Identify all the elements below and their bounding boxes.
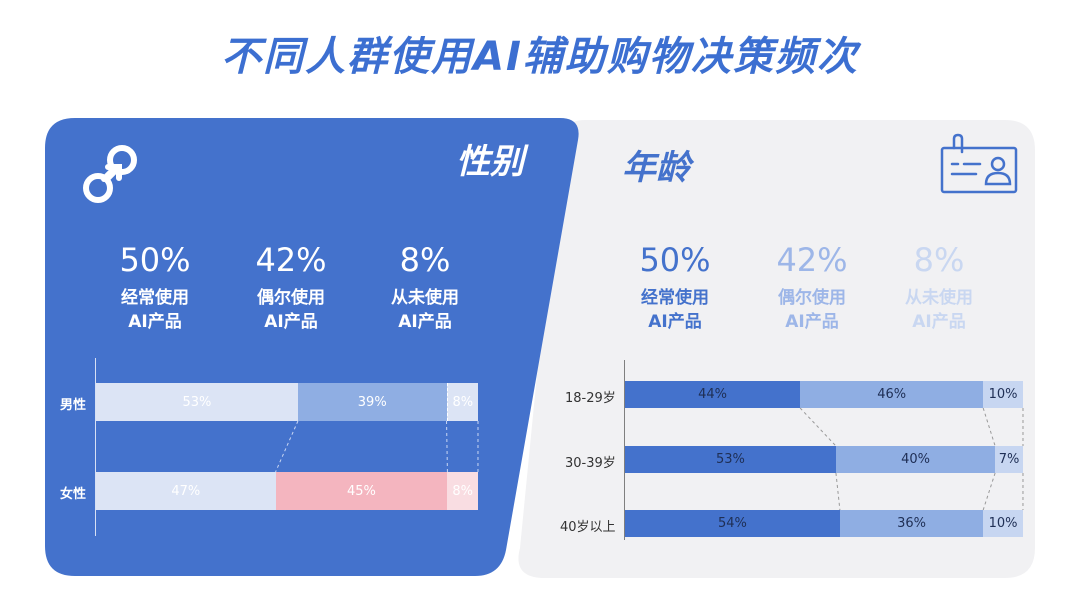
gender-stat-never: 8% 从未使用 AI产品	[355, 240, 495, 334]
stat-label: AI产品	[912, 312, 966, 332]
bar-segment-female-never: 8%	[447, 472, 478, 510]
bar-segment-age-18-29-often: 44%	[625, 381, 801, 408]
age-stat-often: 50% 经常使用 AI产品	[605, 240, 745, 334]
bar-value-label: 7%	[998, 452, 1020, 467]
stat-percent: 42%	[776, 241, 848, 279]
bar-segment-age-30-39-sometimes: 40%	[835, 446, 996, 473]
stat-label: 偶尔使用	[257, 288, 325, 308]
bar-value-label: 46%	[877, 387, 907, 402]
stat-percent: 50%	[119, 241, 191, 279]
bar-age-40-plus: 54% 36% 10%	[625, 510, 1023, 537]
stat-percent: 50%	[639, 241, 711, 279]
gender-axis	[95, 358, 96, 536]
stat-label: AI产品	[398, 312, 452, 332]
stat-label: AI产品	[648, 312, 702, 332]
bar-segment-female-often: 47%	[96, 472, 276, 510]
row-label-male: 男性	[60, 398, 87, 413]
bar-value-label: 44%	[698, 387, 727, 402]
page-title: 不同人群使用AI辅助购物决策频次	[221, 34, 859, 80]
bar-value-label: 36%	[897, 516, 926, 531]
bar-value-label: 53%	[716, 452, 745, 467]
stat-label: 经常使用	[121, 288, 189, 308]
bar-age-30-39: 53% 40% 7%	[625, 446, 1023, 473]
age-axis	[624, 360, 625, 540]
gender-stat-sometimes: 42% 偶尔使用 AI产品	[221, 240, 361, 334]
bar-segment-age-18-29-never: 10%	[983, 381, 1023, 408]
bar-value-label: 10%	[988, 516, 1018, 531]
age-heading: 年龄	[622, 148, 690, 188]
bar-segment-age-18-29-sometimes: 46%	[800, 381, 984, 408]
stat-label: 从未使用	[905, 288, 973, 308]
stat-label: 从未使用	[391, 288, 459, 308]
bar-value-label: 39%	[357, 394, 387, 410]
bar-segment-male-often: 53%	[96, 383, 298, 421]
stat-percent: 42%	[255, 241, 327, 279]
stat-percent: 8%	[399, 241, 451, 279]
bar-female: 47% 45% 8%	[96, 472, 478, 510]
row-label-female: 女性	[60, 487, 87, 502]
bar-value-label: 8%	[452, 483, 473, 499]
stat-label: 偶尔使用	[778, 288, 846, 308]
bar-value-label: 10%	[988, 387, 1018, 402]
bar-value-label: 40%	[901, 452, 930, 467]
bar-segment-age-30-39-often: 53%	[625, 446, 836, 473]
bar-value-label: 8%	[452, 394, 474, 410]
bar-segment-age-30-39-never: 7%	[995, 446, 1023, 473]
row-label-age-40-plus: 40岁以上	[560, 520, 616, 535]
stat-label: 经常使用	[641, 288, 709, 308]
stat-percent: 8%	[913, 241, 965, 279]
gender-heading: 性别	[456, 142, 524, 182]
id-card-icon	[940, 133, 1018, 194]
gender-symbols-icon	[83, 145, 137, 203]
bar-value-label: 45%	[347, 483, 376, 499]
stat-label: AI产品	[264, 312, 318, 332]
row-label-age-30-39: 30-39岁	[565, 456, 616, 471]
stat-label: AI产品	[128, 312, 182, 332]
age-stat-sometimes: 42% 偶尔使用 AI产品	[742, 240, 882, 334]
stat-label: AI产品	[785, 312, 839, 332]
gender-stat-often: 50% 经常使用 AI产品	[85, 240, 225, 334]
bar-segment-age-40-plus-never: 10%	[983, 510, 1023, 537]
bar-segment-age-40-plus-often: 54%	[625, 510, 840, 537]
bar-male: 53% 39% 8%	[96, 383, 478, 421]
bar-age-18-29: 44% 46% 10%	[625, 381, 1023, 408]
row-label-age-18-29: 18-29岁	[565, 391, 616, 406]
bar-value-label: 47%	[171, 483, 201, 499]
bar-segment-age-40-plus-sometimes: 36%	[839, 510, 984, 537]
bar-value-label: 53%	[182, 394, 212, 410]
bar-segment-male-never: 8%	[446, 383, 478, 421]
bar-segment-male-sometimes: 39%	[297, 383, 447, 421]
age-stat-never: 8% 从未使用 AI产品	[869, 240, 1009, 334]
bar-value-label: 54%	[718, 516, 747, 531]
gender-panel-bg	[45, 118, 579, 576]
bar-segment-female-sometimes: 45%	[275, 472, 448, 510]
